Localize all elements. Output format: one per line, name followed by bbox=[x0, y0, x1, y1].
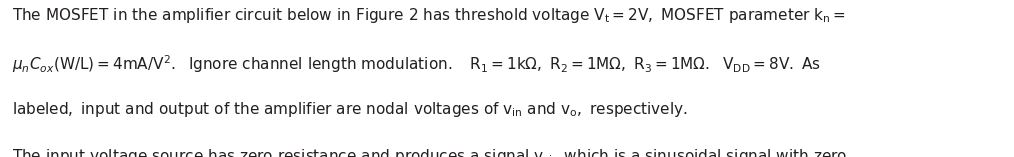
Text: $\mathrm{The\ input\ voltage\ source\ has\ zero\ resistance\ and\ produces\ a\ s: $\mathrm{The\ input\ voltage\ source\ ha… bbox=[12, 148, 848, 157]
Text: $\mu_n C_{ox}\mathrm{(W/L) = 4mA/V^2.\ \ Ignore\ channel\ length\ modulation.\ \: $\mu_n C_{ox}\mathrm{(W/L) = 4mA/V^2.\ \… bbox=[12, 53, 821, 75]
Text: $\mathrm{The\ MOSFET\ in\ the\ amplifier\ circuit\ below\ in\ Figure\ 2\ has\ th: $\mathrm{The\ MOSFET\ in\ the\ amplifier… bbox=[12, 6, 846, 25]
Text: $\mathrm{labeled,\ input\ and\ output\ of\ the\ amplifier\ are\ nodal\ voltages\: $\mathrm{labeled,\ input\ and\ output\ o… bbox=[12, 100, 687, 119]
